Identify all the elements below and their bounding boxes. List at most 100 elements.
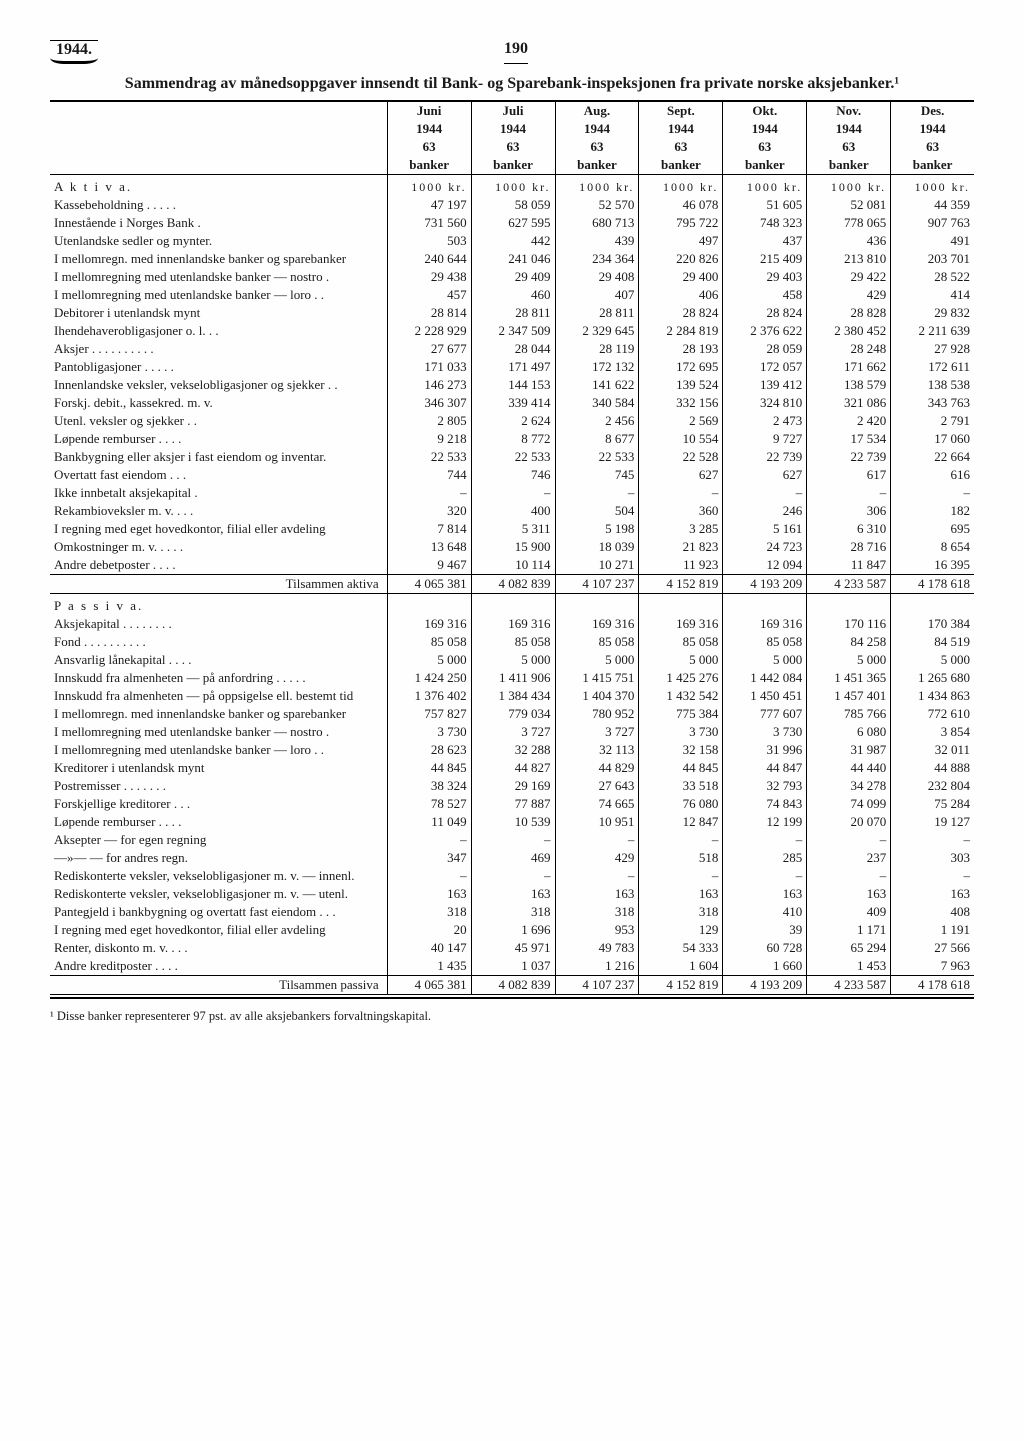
cell: 10 114 [471,556,555,575]
cell: 3 854 [891,723,974,741]
col-month: Des. [891,101,974,120]
cell: 8 772 [471,430,555,448]
cell: 436 [807,232,891,250]
cell: – [723,831,807,849]
cell: 20 070 [807,813,891,831]
cell: 12 094 [723,556,807,575]
col-month: Sept. [639,101,723,120]
cell: 442 [471,232,555,250]
cell: – [471,867,555,885]
cell: 469 [471,849,555,867]
cell: 9 727 [723,430,807,448]
cell: 44 827 [471,759,555,777]
cell: 1 432 542 [639,687,723,705]
cell: 339 414 [471,394,555,412]
cell: 2 347 509 [471,322,555,340]
cell: 44 888 [891,759,974,777]
cell: 414 [891,286,974,304]
cell: 4 065 381 [387,575,471,594]
cell: 169 316 [387,615,471,633]
cell: 4 193 209 [723,976,807,995]
cell: 680 713 [555,214,639,232]
cell: 10 539 [471,813,555,831]
cell: 504 [555,502,639,520]
cell: 5 198 [555,520,639,538]
cell: 169 316 [555,615,639,633]
col-year: 1944 [471,120,555,138]
col-banks: 63 [723,138,807,156]
cell: – [891,484,974,502]
col-month: Okt. [723,101,807,120]
cell: 29 832 [891,304,974,322]
cell: 21 823 [639,538,723,556]
cell: 6 080 [807,723,891,741]
cell: 28 248 [807,340,891,358]
row-label: Aksjekapital . . . . . . . . [50,615,387,633]
cell: 409 [807,903,891,921]
col-bankword: banker [723,156,807,175]
cell: 4 233 587 [807,976,891,995]
cell: 318 [639,903,723,921]
col-month: Aug. [555,101,639,120]
cell: 745 [555,466,639,484]
cell: 318 [555,903,639,921]
cell: 1 696 [471,921,555,939]
cell: 616 [891,466,974,484]
row-label: Overtatt fast eiendom . . . [50,466,387,484]
row-label: I mellomregning med utenlandske banker —… [50,286,387,304]
cell: 27 566 [891,939,974,957]
cell: – [555,831,639,849]
cell: 29 408 [555,268,639,286]
col-year: 1944 [723,120,807,138]
cell: 31 996 [723,741,807,759]
cell: – [639,484,723,502]
cell: 503 [387,232,471,250]
cell: 17 060 [891,430,974,448]
cell: 1 457 401 [807,687,891,705]
col-year: 1944 [807,120,891,138]
row-label: Andre debetposter . . . . [50,556,387,575]
cell: 4 178 618 [891,575,974,594]
cell: 4 152 819 [639,976,723,995]
cell: 953 [555,921,639,939]
cell: 2 569 [639,412,723,430]
col-bankword: banker [807,156,891,175]
cell: 324 810 [723,394,807,412]
cell: 213 810 [807,250,891,268]
cell: 1 660 [723,957,807,976]
cell: 340 584 [555,394,639,412]
cell: 1 411 906 [471,669,555,687]
cell: 4 107 237 [555,976,639,995]
section-heading: P a s s i v a. [50,594,387,616]
cell: 5 000 [807,651,891,669]
cell: 52 570 [555,196,639,214]
cell: 360 [639,502,723,520]
cell: 47 197 [387,196,471,214]
cell: 28 716 [807,538,891,556]
row-label: Aksepter — for egen regning [50,831,387,849]
cell: 4 152 819 [639,575,723,594]
cell: 169 316 [639,615,723,633]
cell: 7 814 [387,520,471,538]
cell: 20 [387,921,471,939]
cell: 49 783 [555,939,639,957]
cell: 44 845 [387,759,471,777]
cell: 28 522 [891,268,974,286]
cell: 18 039 [555,538,639,556]
cell: – [807,484,891,502]
cell: 1 404 370 [555,687,639,705]
cell: 1 376 402 [387,687,471,705]
cell: 32 113 [555,741,639,759]
cell: 7 963 [891,957,974,976]
cell: 406 [639,286,723,304]
cell: – [723,484,807,502]
cell: 460 [471,286,555,304]
cell: 4 193 209 [723,575,807,594]
row-label: Innestående i Norges Bank . [50,214,387,232]
row-label: Fond . . . . . . . . . . [50,633,387,651]
cell: 321 086 [807,394,891,412]
cell: 627 595 [471,214,555,232]
row-label: Ikke innbetalt aksjekapital . [50,484,387,502]
row-label: I mellomregning med utenlandske banker —… [50,723,387,741]
col-banks: 63 [891,138,974,156]
